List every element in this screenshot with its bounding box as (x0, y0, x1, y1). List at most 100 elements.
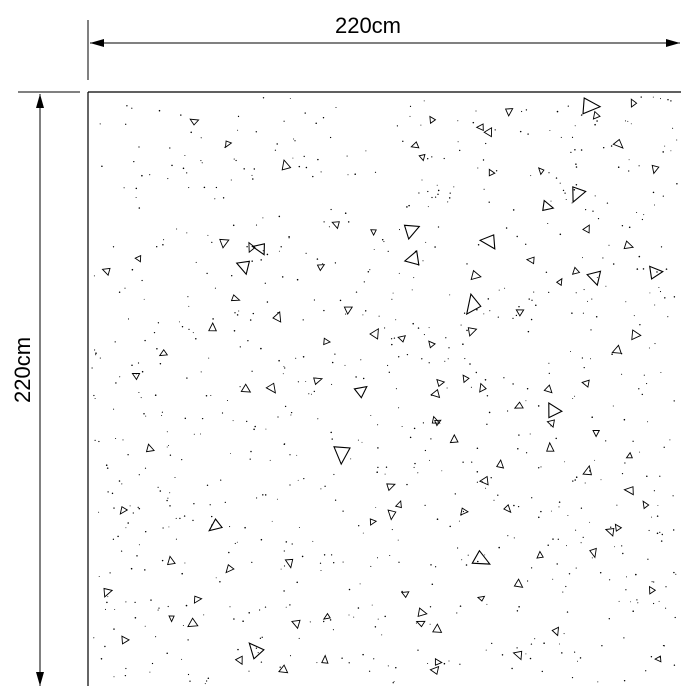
aggregate-dot (144, 339, 146, 342)
aggregate-dot (580, 507, 583, 509)
aggregate-dot (280, 568, 282, 570)
aggregate-dot (611, 353, 613, 355)
aggregate-dot (231, 275, 233, 277)
height-arrow-bottom (36, 672, 44, 686)
aggregate-dot (124, 287, 126, 289)
aggregate-dot (181, 658, 183, 660)
aggregate-dot (131, 364, 133, 367)
aggregate-dot (430, 564, 432, 566)
aggregate-dot (157, 609, 159, 611)
aggregate-dot (375, 506, 377, 508)
aggregate-dot (430, 394, 433, 396)
aggregate-dot (449, 294, 451, 296)
aggregate-dot (329, 619, 332, 621)
aggregate-dot (118, 291, 121, 294)
aggregate-dot (662, 195, 664, 197)
aggregate-dot (131, 107, 133, 109)
aggregate-dot (628, 159, 630, 161)
aggregate-dot (262, 250, 264, 252)
aggregate-dot (387, 364, 389, 367)
aggregate-dot (384, 327, 386, 329)
aggregate-dot (192, 332, 194, 334)
aggregate-dot (334, 499, 337, 501)
aggregate-dot (580, 149, 583, 151)
aggregate-dot (167, 497, 169, 499)
aggregate-triangle (387, 509, 397, 521)
aggregate-dot (232, 420, 234, 422)
aggregate-dot (254, 425, 256, 428)
aggregate-dot (127, 522, 129, 524)
aggregate-dot (574, 479, 576, 481)
aggregate-dot (476, 447, 479, 450)
aggregate-dot (632, 610, 634, 612)
aggregate-dot (229, 606, 231, 608)
aggregate-dot (454, 493, 456, 495)
aggregate-dot (558, 506, 560, 508)
aggregate-triangle (410, 141, 420, 149)
aggregate-dot (406, 206, 408, 208)
aggregate-dot (503, 377, 505, 379)
aggregate-dot (431, 196, 433, 199)
aggregate-triangle (101, 267, 111, 277)
aggregate-dot (166, 652, 168, 654)
aggregate-dot (545, 271, 548, 274)
aggregate-dot (617, 166, 620, 168)
aggregate-triangle (449, 433, 459, 444)
aggregate-triangle (430, 388, 441, 399)
aggregate-dot (552, 578, 554, 580)
aggregate-dot (484, 379, 487, 381)
aggregate-dot (331, 383, 333, 385)
aggregate-triangle (403, 224, 421, 241)
aggregate-dot (621, 225, 624, 227)
aggregate-dot (387, 665, 389, 667)
aggregate-dot (283, 565, 286, 567)
aggregate-dot (456, 612, 458, 614)
aggregate-dot (486, 423, 488, 425)
aggregate-dot (298, 527, 300, 528)
aggregate-triangle (284, 558, 294, 569)
aggregate-dot (586, 300, 589, 302)
aggregate-dot (341, 657, 343, 659)
aggregate-dot (398, 407, 400, 409)
aggregate-dot (624, 462, 626, 464)
aggregate-dot (658, 600, 660, 602)
aggregate-dot (447, 201, 449, 203)
aggregate-dot (567, 105, 569, 107)
aggregate-dot (168, 445, 169, 446)
aggregate-dot (289, 655, 292, 657)
aggregate-dot (527, 133, 529, 135)
aggregate-dot (459, 663, 461, 665)
aggregate-dot (391, 298, 393, 300)
aggregate-dot (210, 394, 212, 397)
aggregate-dot (288, 235, 290, 238)
aggregate-dot (641, 393, 644, 396)
aggregate-dot (159, 490, 162, 492)
aggregate-dot (636, 599, 638, 601)
aggregate-dot (257, 652, 259, 654)
aggregate-dot (184, 417, 187, 420)
aggregate-dot (200, 137, 202, 139)
width-arrow-right (666, 39, 680, 47)
aggregate-dot (573, 189, 576, 191)
aggregate-dot (589, 470, 591, 472)
aggregate-dot (395, 666, 397, 669)
aggregate-triangle (513, 401, 524, 409)
aggregate-triangle (281, 159, 292, 171)
aggregate-dot (431, 583, 434, 586)
aggregate-dot (525, 109, 528, 111)
aggregate-dot (518, 305, 520, 308)
aggregate-dot (186, 232, 188, 234)
aggregate-dot (274, 149, 277, 151)
aggregate-dot (552, 538, 554, 540)
aggregate-dot (673, 400, 675, 402)
aggregate-dot (519, 130, 522, 133)
aggregate-dot (280, 246, 282, 248)
aggregate-dot (437, 193, 439, 196)
aggregate-triangle (586, 270, 602, 287)
aggregate-dot (238, 310, 240, 312)
aggregate-dot (193, 503, 195, 505)
aggregate-dot (464, 358, 466, 360)
aggregate-dot (143, 413, 145, 415)
aggregate-dot (249, 319, 252, 321)
aggregate-dot (574, 395, 576, 397)
